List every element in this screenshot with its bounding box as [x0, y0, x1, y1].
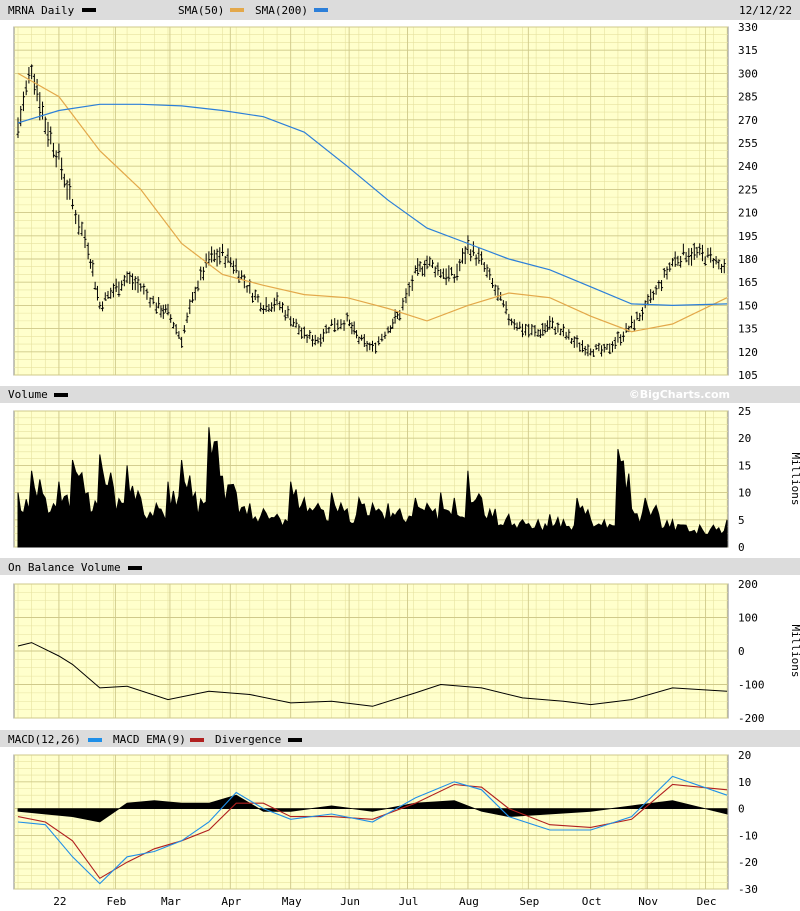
sma50-line: [17, 72, 728, 333]
x-tick-label: 22: [53, 895, 66, 908]
y-tick-label: 15: [738, 459, 751, 472]
sma200-legend-label: SMA(200): [255, 4, 308, 17]
price-panel: [13, 26, 729, 376]
price-y-axis: 105 120 135 150 165 180 195 210 225 240 255 270 285 3…: [738, 21, 758, 382]
obv-line: [17, 642, 728, 707]
x-tick-label: Mar: [161, 895, 181, 908]
y-tick-label: 240: [738, 160, 758, 173]
x-tick-label: Nov: [638, 895, 658, 908]
y-tick-label: 225: [738, 183, 758, 196]
x-tick-label: Apr: [221, 895, 241, 908]
chart-date: 12/12/22: [739, 4, 792, 17]
y-tick-label: 0: [738, 645, 745, 658]
macd-ema-legend-swatch: [190, 738, 204, 742]
sma50-legend-label: SMA(50): [178, 4, 224, 17]
y-tick-label: 5: [738, 514, 745, 527]
y-tick-label: 120: [738, 346, 758, 359]
price-ohlc-bars: [16, 64, 726, 357]
y-tick-label: 20: [738, 749, 751, 762]
x-axis-labels: 22 Feb Mar Apr May Jun Jul Aug Sep Oct Nov Dec: [53, 895, 716, 908]
divergence-label: Divergence: [215, 733, 281, 746]
y-tick-label: -100: [738, 679, 765, 692]
y-tick-label: 0: [738, 803, 745, 816]
y-tick-label: -200: [738, 712, 765, 725]
sma200-line: [17, 103, 728, 307]
x-tick-label: Dec: [697, 895, 717, 908]
volume-label: Volume: [8, 388, 48, 401]
y-tick-label: 300: [738, 67, 758, 80]
sma200-legend-swatch: [314, 8, 328, 12]
macd-label: MACD(12,26): [8, 733, 81, 746]
volume-bars: [17, 427, 728, 548]
y-tick-label: -20: [738, 856, 758, 869]
y-tick-label: 210: [738, 207, 758, 220]
watermark: ©BigCharts.com: [629, 388, 730, 401]
y-tick-label: 200: [738, 578, 758, 591]
y-tick-label: 10: [738, 776, 751, 789]
macd-line: [17, 775, 728, 885]
obv-unit-label: Millions: [789, 625, 800, 678]
y-tick-label: 20: [738, 432, 751, 445]
y-tick-label: 10: [738, 487, 751, 500]
obv-y-axis: -200 -100 0 100 200: [738, 578, 765, 725]
y-tick-label: 285: [738, 91, 758, 104]
macd-y-axis: -30 -20 -10 0 10 20: [738, 749, 758, 896]
y-tick-label: 105: [738, 369, 758, 382]
price-gridlines: [14, 26, 728, 376]
sma50-legend-swatch: [230, 8, 244, 12]
volume-legend-swatch: [54, 393, 68, 397]
macd-header-bar: [0, 730, 800, 747]
y-tick-label: 0: [738, 541, 745, 554]
x-tick-label: Feb: [106, 895, 126, 908]
obv-header-bar: [0, 558, 800, 575]
volume-unit-label: Millions: [789, 453, 800, 506]
macd-legend-swatch: [88, 738, 102, 742]
y-tick-label: -30: [738, 883, 758, 896]
ticker-label: MRNA Daily: [8, 4, 75, 17]
x-tick-label: Jun: [340, 895, 360, 908]
x-tick-label: Aug: [459, 895, 479, 908]
y-tick-label: 180: [738, 253, 758, 266]
header-bar: [0, 0, 800, 20]
volume-header-bar: [0, 386, 800, 403]
y-tick-label: 315: [738, 44, 758, 57]
y-tick-label: 330: [738, 21, 758, 34]
price-legend-swatch: [82, 8, 96, 12]
y-tick-label: 150: [738, 299, 758, 312]
obv-label: On Balance Volume: [8, 561, 121, 574]
x-tick-label: May: [282, 895, 302, 908]
x-tick-label: Jul: [399, 895, 419, 908]
y-tick-label: 195: [738, 230, 758, 243]
volume-y-axis: 0 5 10 15 20 25: [738, 405, 751, 554]
x-tick-label: Oct: [582, 895, 602, 908]
y-tick-label: 165: [738, 276, 758, 289]
divergence-histogram: [17, 794, 728, 823]
y-tick-label: 255: [738, 137, 758, 150]
obv-legend-swatch: [128, 566, 142, 570]
y-tick-label: 270: [738, 114, 758, 127]
y-tick-label: 135: [738, 323, 758, 336]
macd-ema-label: MACD EMA(9): [113, 733, 186, 746]
x-tick-label: Sep: [519, 895, 539, 908]
divergence-legend-swatch: [288, 738, 302, 742]
y-tick-label: -10: [738, 829, 758, 842]
y-tick-label: 100: [738, 612, 758, 625]
y-tick-label: 25: [738, 405, 751, 418]
